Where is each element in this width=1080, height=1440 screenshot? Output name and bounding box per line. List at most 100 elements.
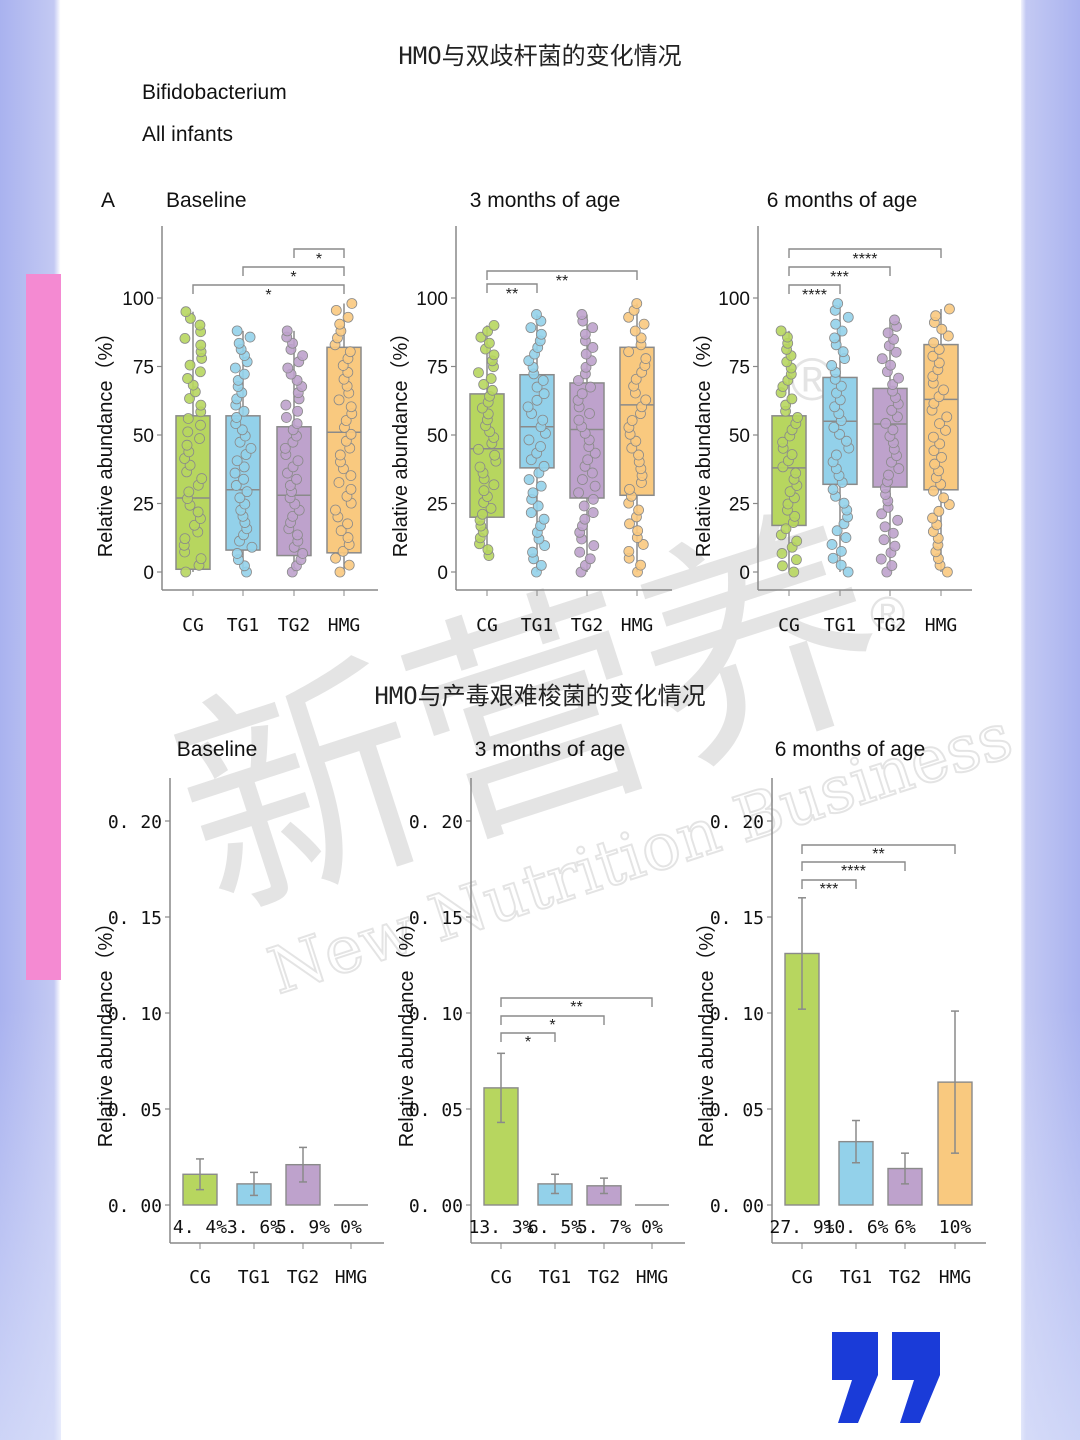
- data-point: [584, 553, 596, 565]
- quote-mark-icon: [832, 1332, 940, 1423]
- data-point: [489, 449, 501, 461]
- x-tick-label: CG: [791, 1267, 813, 1288]
- watermark-registered-2: ®: [870, 588, 905, 641]
- data-point: [281, 325, 293, 337]
- y-axis-label: Relative abundance（%）: [94, 913, 117, 1148]
- data-point: [488, 479, 500, 491]
- data-point: [632, 525, 644, 537]
- data-point: [827, 483, 839, 495]
- y-tick-label: 75: [427, 358, 448, 379]
- data-point: [588, 540, 600, 551]
- data-point: [927, 512, 938, 524]
- data-point: [180, 306, 192, 318]
- data-point: [523, 474, 535, 485]
- box-panel-6-months: 6 months of age Relative abundance（%） 0 25 5…: [692, 189, 972, 636]
- data-point: [890, 346, 902, 358]
- x-tick-label: HMG: [621, 615, 654, 636]
- data-point: [638, 318, 650, 330]
- data-point: [182, 373, 193, 384]
- data-point: [830, 318, 842, 330]
- y-tick-label: 100: [122, 289, 154, 310]
- data-point: [291, 418, 303, 430]
- data-point: [231, 412, 242, 423]
- data-point: [841, 435, 852, 447]
- data-point: [941, 566, 953, 578]
- data-point: [929, 458, 941, 470]
- data-point: [876, 353, 888, 365]
- data-point: [834, 428, 845, 440]
- data-point: [893, 372, 904, 384]
- data-point: [889, 540, 901, 552]
- data-point: [183, 486, 195, 498]
- y-axis-label: Relative abundance（%）: [692, 323, 715, 558]
- data-point: [831, 525, 843, 537]
- x-tick-label: CG: [476, 615, 498, 636]
- data-point: [182, 413, 194, 424]
- y-axis-label: Relative abundance（%）: [395, 913, 418, 1148]
- y-tick-label: 0. 15: [710, 908, 764, 929]
- y-tick-label: 0. 05: [108, 1100, 162, 1121]
- data-point: [587, 493, 599, 505]
- data-point: [878, 534, 890, 546]
- data-point: [330, 504, 341, 516]
- percent-label: 5. 9%: [276, 1217, 330, 1238]
- significance-label: *: [265, 287, 271, 304]
- bottom-title: HMO与产毒艰难梭菌的变化情况: [374, 682, 705, 710]
- data-point: [624, 518, 635, 530]
- data-point: [836, 325, 848, 337]
- significance-bracket: [192, 284, 345, 294]
- data-point: [189, 519, 200, 531]
- data-point: [531, 381, 543, 393]
- data-point: [279, 442, 291, 454]
- data-point: [473, 443, 484, 455]
- data-point: [577, 474, 588, 485]
- panel-title: 3 months of age: [475, 738, 626, 761]
- y-tick-label: 0. 20: [409, 812, 463, 833]
- data-point: [538, 460, 550, 472]
- data-point: [889, 314, 900, 326]
- data-point: [527, 546, 538, 558]
- data-point: [282, 362, 294, 374]
- percent-label: 27. 9%: [769, 1217, 834, 1238]
- y-tick-label: 50: [133, 426, 154, 447]
- population-label: All infants: [142, 123, 233, 146]
- data-point: [488, 319, 500, 331]
- y-tick-label: 0. 20: [710, 812, 764, 833]
- data-point: [892, 514, 904, 526]
- data-point: [287, 510, 299, 522]
- data-point: [229, 362, 241, 374]
- data-point: [574, 546, 586, 558]
- x-tick-label: HMG: [636, 1267, 669, 1288]
- data-point: [587, 322, 599, 334]
- data-point: [585, 381, 596, 393]
- data-point: [478, 379, 490, 390]
- x-tick-label: TG2: [571, 615, 604, 636]
- data-point: [883, 469, 894, 481]
- significance-bracket: [801, 844, 956, 854]
- data-point: [791, 554, 802, 566]
- data-point: [827, 552, 839, 564]
- x-tick-label: TG1: [227, 615, 260, 636]
- data-point: [576, 309, 588, 320]
- x-tick-label: TG2: [278, 615, 311, 636]
- data-point: [887, 424, 899, 436]
- x-tick-label: HMG: [335, 1267, 368, 1288]
- data-point: [195, 419, 206, 431]
- data-point: [826, 360, 838, 371]
- data-point: [635, 332, 647, 344]
- data-point: [573, 487, 584, 499]
- data-point: [297, 350, 309, 362]
- data-point: [538, 513, 550, 525]
- y-tick-label: 75: [729, 358, 750, 379]
- data-point: [345, 470, 357, 482]
- significance-bracket: [801, 861, 906, 871]
- data-point: [776, 548, 788, 559]
- data-point: [475, 331, 487, 343]
- y-tick-label: 0. 00: [108, 1196, 162, 1217]
- data-point: [343, 559, 355, 571]
- bar-panel-baseline: Baseline Relative abundance（%） 0. 00 0. 05 0…: [94, 738, 384, 1288]
- data-point: [238, 473, 249, 485]
